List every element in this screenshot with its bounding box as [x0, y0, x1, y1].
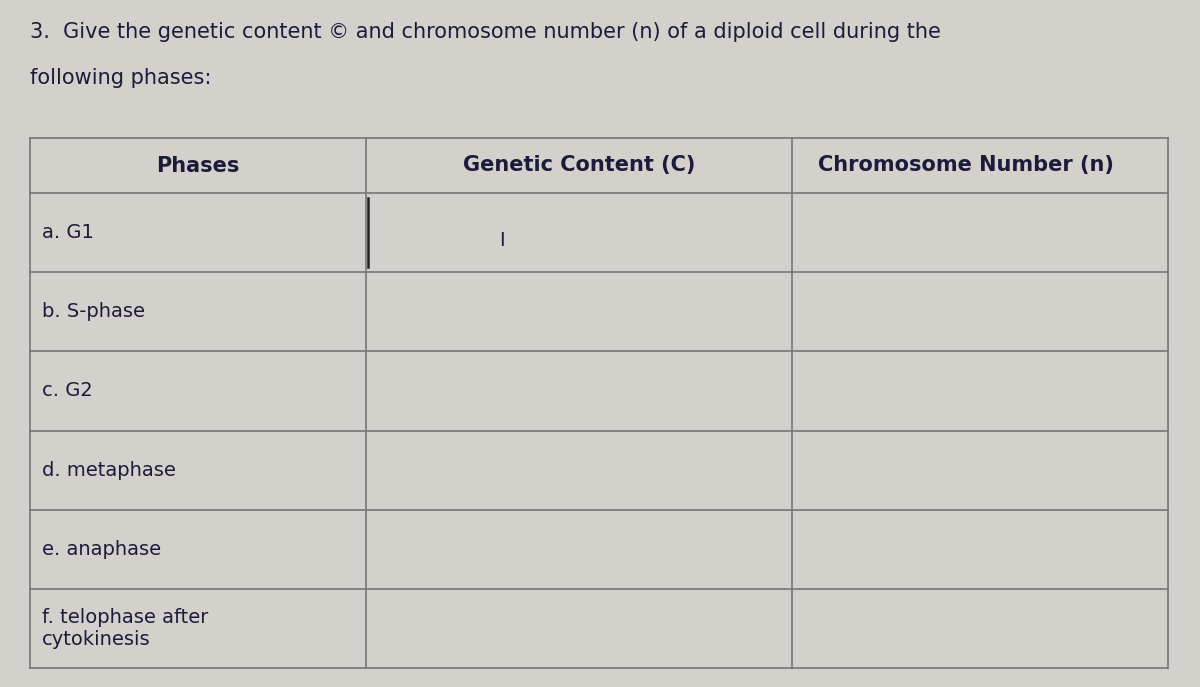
Text: I: I	[499, 231, 505, 250]
Text: f. telophase after
cytokinesis: f. telophase after cytokinesis	[42, 608, 209, 649]
Text: Genetic Content (C): Genetic Content (C)	[463, 155, 695, 175]
Text: c. G2: c. G2	[42, 381, 92, 401]
Text: b. S-phase: b. S-phase	[42, 302, 145, 322]
Text: Chromosome Number (n): Chromosome Number (n)	[818, 155, 1114, 175]
Text: Phases: Phases	[156, 155, 240, 175]
Text: a. G1: a. G1	[42, 223, 94, 242]
Text: e. anaphase: e. anaphase	[42, 540, 161, 559]
Text: following phases:: following phases:	[30, 68, 211, 88]
Text: 3.  Give the genetic content © and chromosome number (n) of a diploid cell durin: 3. Give the genetic content © and chromo…	[30, 22, 941, 42]
Text: d. metaphase: d. metaphase	[42, 460, 176, 480]
